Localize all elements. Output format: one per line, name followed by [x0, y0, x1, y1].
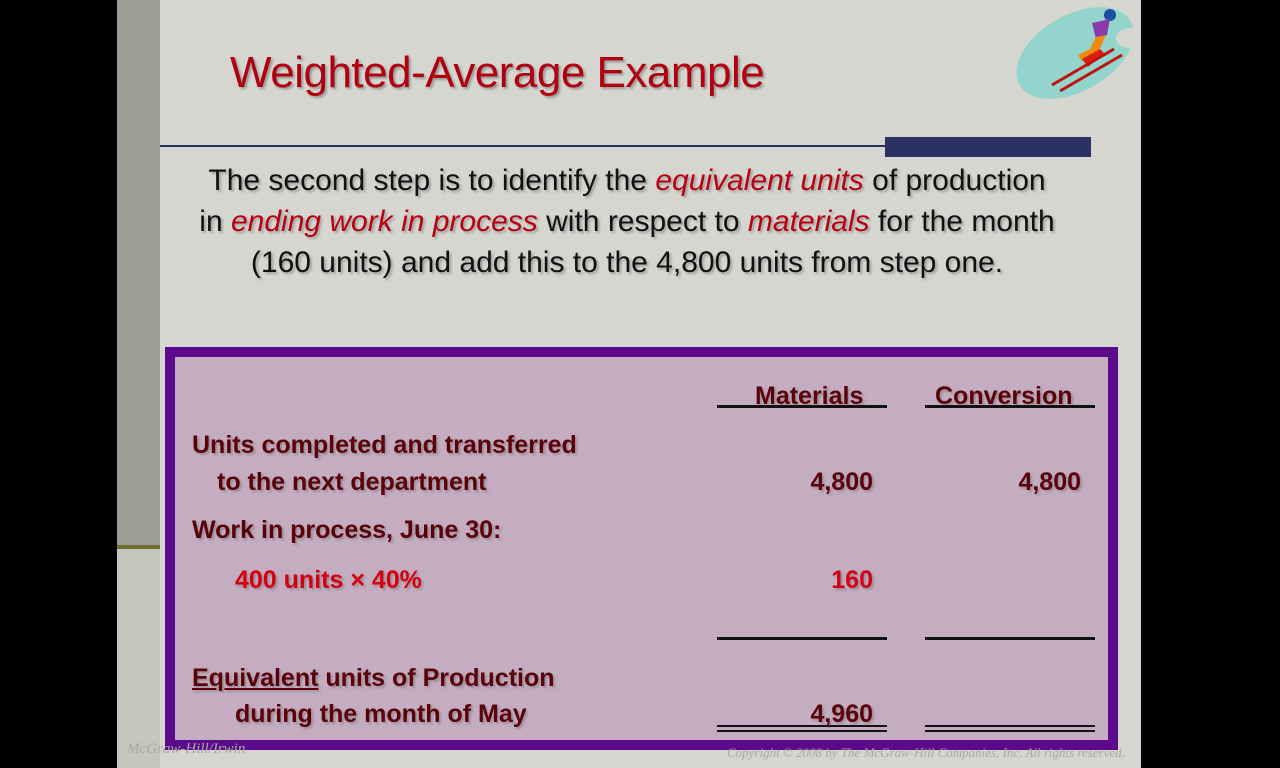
left-decor-lower — [117, 549, 160, 768]
body-text: The second step is to identify the — [208, 164, 656, 197]
subtotal-line — [925, 637, 1095, 640]
cell-materials: 160 — [831, 566, 873, 594]
body-text: for the month (160 units) and add this t… — [250, 205, 1055, 279]
title-rule-bar — [885, 137, 1091, 157]
slide-title: Weighted-Average Example — [230, 48, 765, 97]
double-underline — [717, 730, 887, 732]
total-label: Equivalent units of Production — [192, 664, 555, 693]
body-emphasis: materials — [747, 205, 870, 238]
left-decor-bar — [117, 0, 160, 545]
footer-publisher: McGraw-Hill/Irwin — [127, 741, 246, 757]
footer-copyright: Copyright © 2008 by The McGraw-Hill Comp… — [726, 745, 1125, 760]
slide: Weighted-Average Example The second step… — [117, 0, 1141, 768]
row-label: to the next department — [217, 468, 487, 496]
body-text: of production in — [199, 164, 1046, 238]
equivalent-units-table: Materials Conversion Units completed and… — [165, 347, 1118, 750]
total-label: during the month of May — [235, 700, 527, 728]
left-decor-line — [117, 545, 160, 549]
total-label-rest: units of Production — [318, 664, 555, 692]
double-underline — [925, 730, 1095, 732]
row-label: Units completed and transferred — [192, 431, 577, 459]
body-emphasis: ending work in process — [230, 205, 538, 238]
body-text: with respect to — [537, 205, 748, 238]
double-underline — [925, 725, 1095, 727]
row-label: Work in process, June 30: — [192, 516, 502, 544]
slide-body-text: The second step is to identify the equiv… — [197, 160, 1057, 283]
cell-conversion: 4,800 — [1018, 468, 1081, 496]
double-underline — [717, 725, 887, 727]
header-underline — [717, 405, 887, 408]
title-rule — [160, 145, 890, 147]
body-emphasis: equivalent units — [655, 164, 864, 197]
header-underline — [925, 405, 1095, 408]
total-label-underlined: Equivalent — [192, 664, 319, 692]
total-materials: 4,960 — [810, 700, 873, 728]
row-label-highlight: 400 units × 40% — [235, 566, 422, 594]
subtotal-line — [717, 637, 887, 640]
cell-materials: 4,800 — [810, 468, 873, 496]
ski-jumper-icon — [1016, 7, 1138, 99]
